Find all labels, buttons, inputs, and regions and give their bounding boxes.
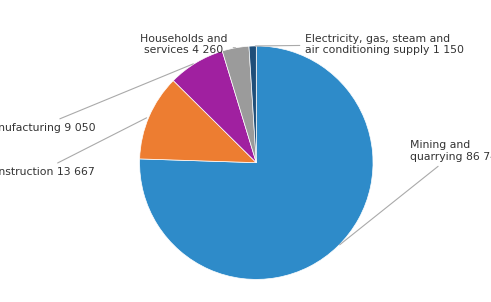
Wedge shape	[249, 46, 256, 163]
Text: Electricity, gas, steam and
air conditioning supply 1 150: Electricity, gas, steam and air conditio…	[255, 34, 464, 55]
Wedge shape	[139, 81, 256, 163]
Wedge shape	[222, 46, 256, 163]
Wedge shape	[173, 51, 256, 163]
Text: Mining and
quarrying 86 743: Mining and quarrying 86 743	[340, 140, 491, 245]
Text: Construction 13 667: Construction 13 667	[0, 118, 147, 177]
Text: Manufacturing 9 050: Manufacturing 9 050	[0, 64, 193, 133]
Wedge shape	[139, 46, 373, 279]
Text: Households and
services 4 260: Households and services 4 260	[140, 34, 236, 55]
